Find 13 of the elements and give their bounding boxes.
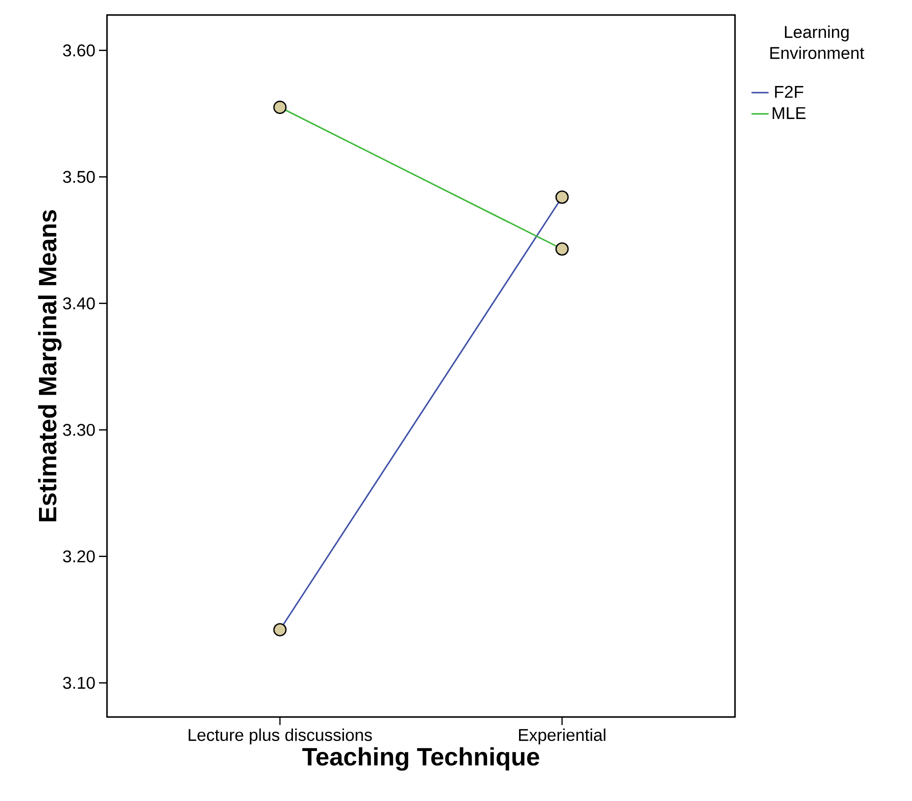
x-tick-label: Experiential: [519, 728, 606, 744]
x-tick-label: Lecture plus discussions: [188, 728, 372, 744]
y-tick-label: 3.20: [63, 550, 95, 562]
legend-title: Learning Environment: [770, 26, 864, 60]
y-tick-label: 3.50: [63, 170, 95, 183]
legend-label: MLE: [772, 107, 806, 119]
y-tick-label: 3.30: [63, 424, 95, 436]
y-axis-title: Estimated Marginal Means: [38, 210, 62, 522]
legend-label: F2F: [775, 86, 804, 98]
x-axis-title: Teaching Technique: [302, 747, 540, 771]
y-tick-label: 3.60: [63, 44, 95, 56]
y-tick-label: 3.10: [63, 676, 95, 689]
y-tick-label: 3.40: [63, 297, 95, 310]
